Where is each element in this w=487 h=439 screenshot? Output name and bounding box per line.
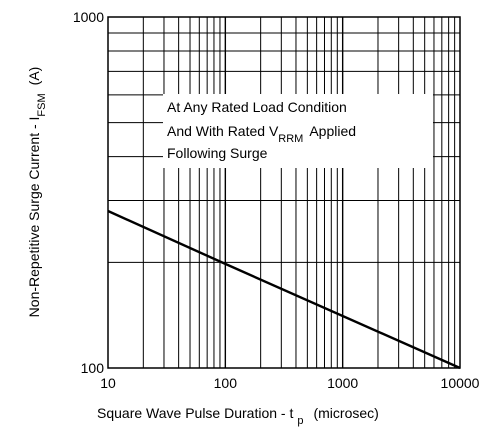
y-tick-label: 1000: [73, 9, 104, 25]
x-tick-label: 1000: [327, 375, 358, 391]
annotation-line-3: Following Surge: [167, 145, 268, 161]
grid: [108, 17, 460, 368]
x-axis-label-sub: p: [297, 415, 303, 427]
annotation-line-2: And With Rated VRRM Applied: [167, 123, 356, 145]
y-axis-label: Non-Repetitive Surge Current - IFSM (A): [26, 67, 48, 318]
annotation-line-1: At Any Rated Load Condition: [167, 99, 347, 115]
x-tick-label: 100: [214, 375, 238, 391]
annotation: At Any Rated Load Condition And With Rat…: [167, 99, 356, 161]
x-tick-label: 10000: [441, 375, 480, 391]
y-axis-label-main: Non-Repetitive Surge Current - I: [26, 117, 42, 318]
annotation-line-2-post: Applied: [309, 123, 356, 139]
annotation-line-2-pre: And With Rated V: [167, 123, 279, 139]
x-axis-label-main: Square Wave Pulse Duration - t: [97, 405, 293, 421]
annotation-background: [163, 94, 433, 168]
annotation-line-2-sub: RRM: [278, 133, 303, 145]
x-axis-label-unit: (microsec): [313, 405, 378, 421]
series-line: [107, 209, 461, 370]
y-axis-label-unit: (A): [26, 67, 42, 86]
y-axis-label-sub: FSM: [36, 93, 48, 116]
series-group: [107, 209, 461, 370]
plot-frame: [107, 16, 461, 369]
x-axis-label: Square Wave Pulse Duration - t p (microsec…: [97, 405, 379, 427]
y-tick-label: 100: [81, 360, 105, 376]
x-tick-label: 10: [100, 375, 116, 391]
